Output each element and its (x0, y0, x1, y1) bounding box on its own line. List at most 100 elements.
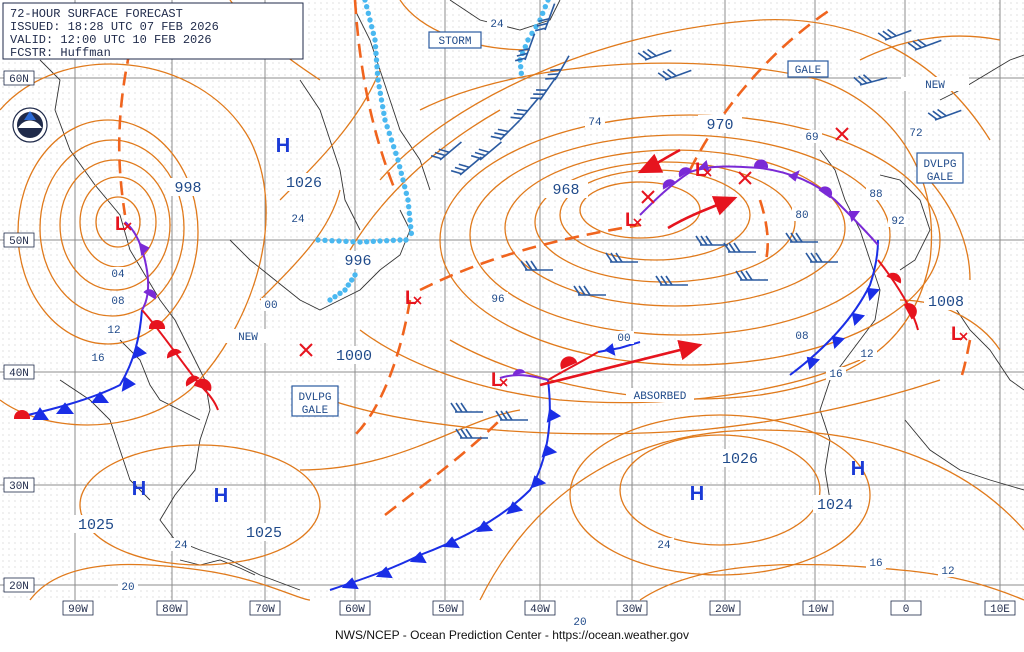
isobar-label: 00 (264, 300, 277, 312)
isobar-label: 69 (805, 132, 818, 144)
wind-barb-icon (455, 428, 488, 439)
isobar-label-bg (888, 214, 908, 227)
high-pressure-icon: H (690, 483, 704, 505)
isobar-label: 24 (657, 540, 671, 552)
front-dot (525, 37, 531, 43)
front-dot (388, 137, 395, 143)
isobar-label: 96 (491, 294, 504, 306)
front-dot (350, 238, 356, 245)
front-dot (542, 3, 549, 10)
wind-barb-icon (657, 68, 692, 81)
front-dot (398, 170, 405, 177)
pressure-label: 1025 (78, 517, 114, 534)
isobar-label: 16 (91, 353, 104, 365)
low-pressure-icon: L (695, 160, 712, 181)
front-dot (322, 237, 328, 244)
warning-labels: STORMGALENEWDVLPGGALENEWDVLPGGALEABSORBE… (214, 31, 969, 417)
lat-label-box (3, 477, 35, 493)
isobar-label-bg (288, 212, 308, 225)
lon-label: 0 (903, 604, 910, 616)
warning-label: GALE (927, 172, 954, 184)
front-dot (372, 37, 378, 43)
pressure-label: 1024 (817, 497, 853, 514)
noaa-logo-icon (12, 107, 48, 143)
lon-label-box (62, 600, 94, 616)
pressure-label: 996 (344, 253, 371, 270)
isobar-label: 08 (795, 331, 808, 343)
troughs (117, 0, 972, 517)
wind-barb-icon (785, 232, 818, 243)
track-x-icon (299, 343, 313, 357)
wind-barb-icon (470, 141, 502, 161)
front-dot (376, 83, 382, 90)
front-dot (405, 203, 412, 210)
front-dot (345, 282, 352, 288)
longitude-labels: 90W 80W 70W 60W 50W 40W 30W 20W 10W 0 10E (62, 600, 1016, 616)
isobar-label-bg (792, 208, 812, 221)
front-dot (518, 70, 525, 77)
header-box: 72-HOUR SURFACE FORECAST ISSUED: 18:28 U… (2, 2, 304, 60)
isobar-label-bg (261, 298, 281, 311)
front-dot (401, 183, 408, 190)
isobar-label-bg (570, 615, 590, 628)
isobar-label: 08 (111, 296, 124, 308)
front-dot (372, 43, 379, 50)
track-x-icon (641, 190, 655, 204)
pressure-label-bg (282, 173, 326, 191)
pressure-label-bg (924, 292, 968, 310)
front-dot (390, 143, 397, 150)
isobar-label: 24 (490, 19, 504, 31)
isobar-label: 04 (111, 269, 125, 281)
warning-label: GALE (795, 65, 822, 77)
lat-label-box (3, 577, 35, 593)
warning-label: ABSORBED (634, 391, 687, 403)
lon-label: 10W (808, 604, 828, 616)
pressure-label: 1026 (722, 451, 758, 468)
header-forecaster: FCSTR: Huffman (10, 46, 111, 60)
track-arrow-icon (539, 339, 703, 387)
wind-barb-icon (450, 156, 482, 176)
wind-barb-icon (655, 275, 688, 286)
front-dot (342, 287, 348, 293)
pressure-label: 1008 (928, 294, 964, 311)
front-dot (336, 238, 342, 244)
front-dot (379, 103, 386, 110)
front-dot (397, 237, 403, 243)
lon-label: 70W (255, 604, 275, 616)
low-pressure-icon: L (491, 370, 508, 391)
warning-label: NEW (238, 332, 258, 344)
front-dot (357, 239, 363, 245)
front-dot (352, 272, 358, 278)
front-dot (407, 217, 413, 223)
lon-label: 40W (530, 604, 550, 616)
isobar-label-bg (792, 329, 812, 342)
warning-box (787, 60, 829, 78)
isobar-label: 72 (909, 128, 922, 140)
isobar-label-bg (118, 580, 138, 593)
high-pressure-icon: H (276, 135, 290, 157)
lon-label-box (524, 600, 556, 616)
pressure-label-bg (813, 495, 857, 513)
lon-label: 90W (68, 604, 88, 616)
wind-barb-icon (534, 3, 556, 32)
wind-barb-icon (637, 48, 672, 61)
low-pressure-icon: L (405, 288, 422, 309)
isobar-label-bg (487, 17, 507, 30)
warning-box (214, 329, 282, 343)
isobar-label: 88 (869, 189, 882, 201)
front-dot (367, 17, 373, 23)
isobar-label-bg (585, 115, 605, 128)
wind-barb-icon (430, 141, 462, 161)
pressure-label: 968 (552, 182, 579, 199)
isobar-label: 20 (121, 582, 134, 594)
front-dot (395, 157, 401, 163)
track-arrow-icon (637, 148, 681, 174)
lon-label-box (616, 600, 648, 616)
high-pressure-icon: H (851, 458, 865, 480)
isobar-label-bg (826, 367, 846, 380)
isobar-label-bg (654, 538, 674, 551)
front-dot (517, 63, 524, 70)
lat-label-box (3, 364, 35, 380)
pressure-label-bg (332, 346, 376, 364)
